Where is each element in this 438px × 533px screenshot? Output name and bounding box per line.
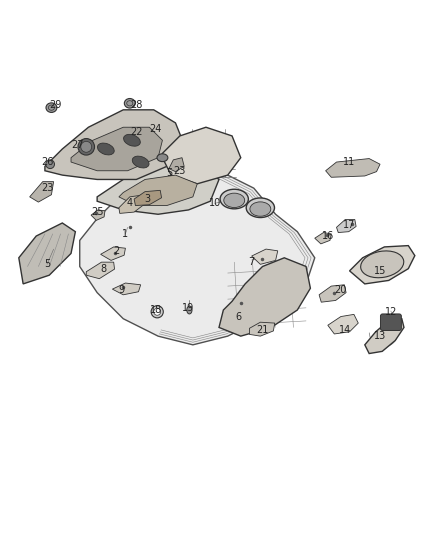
Polygon shape	[252, 249, 278, 264]
Polygon shape	[169, 158, 184, 172]
Polygon shape	[365, 319, 404, 353]
Polygon shape	[86, 262, 115, 279]
Ellipse shape	[157, 154, 168, 161]
Text: 22: 22	[130, 126, 142, 136]
Polygon shape	[19, 223, 75, 284]
Ellipse shape	[154, 308, 161, 315]
Text: 18: 18	[150, 305, 162, 315]
Polygon shape	[119, 195, 147, 213]
Text: 2: 2	[113, 246, 120, 256]
Polygon shape	[336, 220, 356, 232]
Polygon shape	[219, 258, 311, 336]
Polygon shape	[119, 175, 197, 206]
Text: 29: 29	[49, 100, 62, 110]
Polygon shape	[80, 166, 315, 345]
Text: 3: 3	[144, 194, 150, 204]
Text: 5: 5	[166, 168, 172, 178]
Text: 19: 19	[182, 303, 194, 313]
Text: 9: 9	[118, 286, 124, 295]
Ellipse shape	[46, 103, 57, 112]
Text: 16: 16	[321, 231, 334, 241]
Polygon shape	[91, 210, 105, 220]
Polygon shape	[97, 162, 219, 214]
FancyBboxPatch shape	[381, 314, 401, 330]
Polygon shape	[325, 158, 380, 177]
Text: 21: 21	[256, 325, 268, 335]
Text: 4: 4	[127, 198, 133, 208]
Text: 15: 15	[374, 266, 386, 276]
Ellipse shape	[151, 305, 163, 318]
Text: 24: 24	[150, 124, 162, 134]
Ellipse shape	[250, 202, 271, 216]
Text: 17: 17	[343, 220, 356, 230]
Polygon shape	[30, 182, 53, 202]
Ellipse shape	[224, 193, 245, 207]
Ellipse shape	[78, 139, 95, 155]
Text: 13: 13	[374, 331, 386, 341]
Polygon shape	[250, 322, 275, 336]
Ellipse shape	[81, 141, 92, 152]
Polygon shape	[315, 232, 331, 244]
Text: 14: 14	[339, 325, 351, 335]
Ellipse shape	[97, 143, 114, 155]
Ellipse shape	[360, 251, 404, 278]
Text: 10: 10	[208, 198, 221, 208]
Text: 5: 5	[44, 260, 50, 269]
Ellipse shape	[124, 99, 135, 108]
Text: 11: 11	[343, 157, 356, 167]
Polygon shape	[101, 247, 125, 261]
Ellipse shape	[220, 189, 248, 209]
Text: 23: 23	[41, 183, 53, 193]
Polygon shape	[328, 314, 358, 334]
Polygon shape	[71, 127, 162, 171]
Ellipse shape	[46, 160, 54, 168]
Polygon shape	[350, 246, 415, 284]
Ellipse shape	[132, 156, 149, 168]
Polygon shape	[113, 283, 141, 295]
Text: 20: 20	[335, 286, 347, 295]
Text: 7: 7	[248, 257, 255, 267]
Text: 12: 12	[385, 307, 397, 317]
Ellipse shape	[124, 134, 140, 146]
Polygon shape	[45, 110, 184, 180]
Text: 1: 1	[122, 229, 128, 239]
Ellipse shape	[187, 306, 192, 314]
Text: 28: 28	[130, 100, 142, 110]
Polygon shape	[134, 190, 162, 206]
Polygon shape	[319, 285, 346, 302]
Text: 26: 26	[41, 157, 53, 167]
Polygon shape	[162, 127, 241, 184]
Text: 6: 6	[236, 312, 242, 321]
Text: 27: 27	[71, 140, 84, 150]
Text: 8: 8	[101, 264, 107, 273]
Text: 25: 25	[91, 207, 103, 217]
Text: 23: 23	[173, 166, 186, 176]
Ellipse shape	[246, 198, 275, 217]
